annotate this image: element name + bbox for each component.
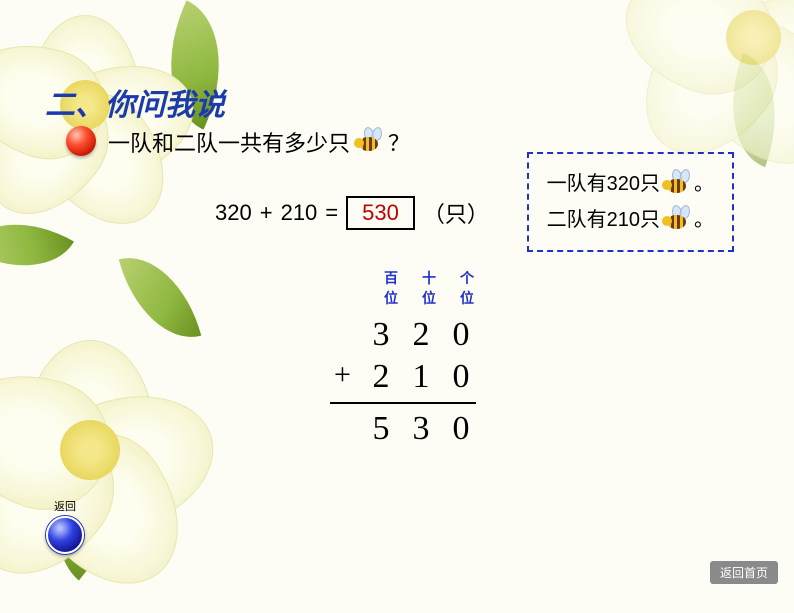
- digit: 1: [410, 358, 432, 396]
- place-value-labels: 百位 十位 个位: [382, 268, 476, 308]
- tens-label: 十位: [420, 268, 438, 308]
- digit: 3: [410, 410, 432, 448]
- digit: 5: [370, 410, 392, 448]
- ones-label: 个位: [458, 268, 476, 308]
- result-box: 530: [346, 196, 415, 230]
- hundreds-label: 百位: [382, 268, 400, 308]
- info-row1-text: 一队有320只: [547, 166, 660, 202]
- equation: 320 + 210 = 530 （只）: [215, 196, 489, 230]
- info-row2-post: 。: [694, 202, 714, 238]
- operand-a: 320: [215, 200, 252, 226]
- back-sphere-icon: [46, 516, 84, 554]
- question-mark: ？: [388, 126, 410, 158]
- question-text: 一队和二队一共有多少只 ？: [108, 126, 410, 158]
- flower-decoration: [0, 280, 240, 580]
- info-row-1: 一队有320只 。: [547, 166, 714, 202]
- back-button[interactable]: 返回: [46, 498, 84, 554]
- digit: 0: [450, 358, 472, 396]
- section-heading: 二、你问我说: [45, 80, 225, 124]
- info-row2-text: 二队有210只: [547, 202, 660, 238]
- bee-icon: [662, 207, 692, 233]
- digit: 0: [450, 316, 472, 354]
- equals: =: [325, 200, 338, 226]
- operand-b: 210: [281, 200, 318, 226]
- info-row1-post: 。: [694, 166, 714, 202]
- digit: 0: [450, 410, 472, 448]
- addend-row-1: 3 2 0: [330, 314, 476, 356]
- digit: 3: [370, 316, 392, 354]
- home-button[interactable]: 返回首页: [710, 561, 778, 584]
- addend-row-2: 2 1 0: [330, 356, 476, 398]
- question-pretext: 一队和二队一共有多少只: [108, 126, 350, 158]
- leaf-decoration: [709, 53, 794, 167]
- bee-icon: [354, 129, 384, 155]
- info-box: 一队有320只 。 二队有210只 。: [527, 152, 734, 252]
- info-row-2: 二队有210只 。: [547, 202, 714, 238]
- digit: 2: [410, 316, 432, 354]
- leaf-decoration: [119, 244, 202, 351]
- back-label: 返回: [46, 498, 84, 514]
- leaf-decoration: [0, 197, 74, 294]
- leaf-decoration: [18, 429, 163, 580]
- sum-row: 5 3 0: [330, 408, 476, 450]
- bullet-marker: [66, 126, 96, 156]
- bee-icon: [662, 171, 692, 197]
- column-addition: 百位 十位 个位 3 2 0 2 1 0 5 3 0: [330, 268, 476, 450]
- unit-label: （只）: [423, 197, 489, 229]
- operator: +: [260, 200, 273, 226]
- sum-line: [330, 402, 476, 404]
- digit: 2: [370, 358, 392, 396]
